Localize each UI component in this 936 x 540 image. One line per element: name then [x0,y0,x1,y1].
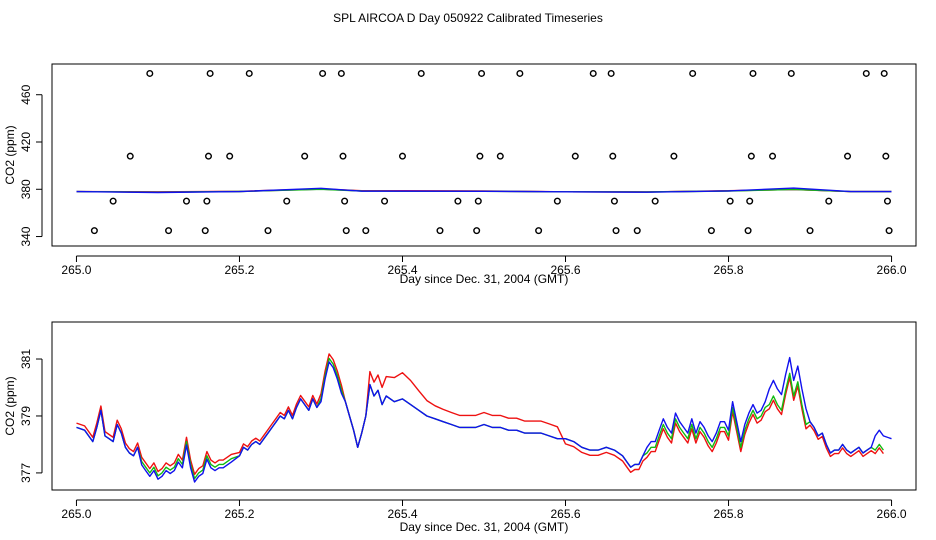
x-tick-label: 265.8 [714,263,744,277]
plot-area [76,353,892,483]
data-point-marker [454,197,462,205]
x-tick-label: 266.0 [877,263,907,277]
figure-title: SPL AIRCOA D Day 050922 Calibrated Times… [333,11,603,25]
y-tick-label: 381 [19,349,33,369]
data-point-marker [516,69,524,77]
x-axis-label: Day since Dec. 31, 2004 (GMT) [400,272,569,286]
data-point-marker [535,227,543,235]
data-point-marker [726,197,734,205]
data-point-marker [474,197,482,205]
data-point-marker [473,227,481,235]
data-point-marker [182,197,190,205]
data-point-marker [417,69,425,77]
data-point-marker [825,197,833,205]
y-tick-label: 380 [19,179,33,199]
data-point-marker [749,69,757,77]
data-point-marker [342,227,350,235]
x-tick-label: 265.6 [550,263,580,277]
data-point-marker [90,227,98,235]
data-point-marker [341,197,349,205]
data-point-marker [226,152,234,160]
x-tick-label: 266.0 [877,507,907,521]
data-point-marker [787,69,795,77]
y-tick-label: 377 [19,463,33,483]
data-point-marker [206,69,214,77]
y-tick-label: 379 [19,406,33,426]
data-point-marker [689,69,697,77]
data-point-marker [204,152,212,160]
plot-frame [51,321,917,491]
x-tick-label: 265.0 [61,507,91,521]
data-point-marker [203,197,211,205]
data-point-marker [883,197,891,205]
data-point-marker [844,152,852,160]
data-point-marker [885,227,893,235]
x-tick-label: 265.6 [550,507,580,521]
data-point-marker [746,197,754,205]
data-point-marker [707,227,715,235]
y-tick-label: 420 [19,132,33,152]
y-tick-label: 460 [19,84,33,104]
data-point-marker [436,227,444,235]
data-point-marker [862,69,870,77]
data-point-marker [571,152,579,160]
data-point-marker [607,69,615,77]
data-point-marker [633,227,641,235]
data-point-marker [806,227,814,235]
data-point-marker [165,227,173,235]
data-point-marker [589,69,597,77]
x-tick-label: 265.8 [714,507,744,521]
data-point-marker [264,227,272,235]
data-point-marker [337,69,345,77]
data-point-marker [339,152,347,160]
data-point-marker [319,69,327,77]
data-point-marker [301,152,309,160]
data-point-marker [146,69,154,77]
x-tick-label: 265.4 [387,263,417,277]
data-point-marker [744,227,752,235]
data-point-marker [476,152,484,160]
top-panel: 265.0 265.2 265.4 265.6 265.8 266.0 Day since … [3,63,917,286]
x-tick-label: 265.4 [387,507,417,521]
plot-area [76,69,893,235]
y-axis-label: CO2 (ppm) [3,376,17,435]
data-point-marker [747,152,755,160]
data-point-marker [109,197,117,205]
data-point-marker [478,69,486,77]
data-point-marker [245,69,253,77]
data-point-marker [880,69,888,77]
x-tick-label: 265.2 [224,507,254,521]
data-point-marker [553,197,561,205]
bottom-panel: 265.0 265.2 265.4 265.6 265.8 266.0 Day since … [3,321,917,534]
y-tick-label: 340 [19,226,33,246]
data-point-marker [398,152,406,160]
data-point-marker [670,152,678,160]
data-point-marker [362,227,370,235]
data-point-marker [610,197,618,205]
data-point-marker [496,152,504,160]
x-tick-label: 265.0 [61,263,91,277]
data-point-marker [126,152,134,160]
plot-frame [51,63,917,247]
x-axis-label: Day since Dec. 31, 2004 (GMT) [400,520,569,534]
series-line-blue [76,187,892,194]
data-point-marker [651,197,659,205]
data-point-marker [612,227,620,235]
data-point-marker [769,152,777,160]
series-line-blue [76,356,892,483]
series-line-red [76,353,884,475]
x-tick-label: 265.2 [224,263,254,277]
data-point-marker [882,152,890,160]
data-point-marker [201,227,209,235]
data-point-marker [609,152,617,160]
data-point-marker [381,197,389,205]
data-point-marker [283,197,291,205]
y-axis-label: CO2 (ppm) [3,125,17,184]
